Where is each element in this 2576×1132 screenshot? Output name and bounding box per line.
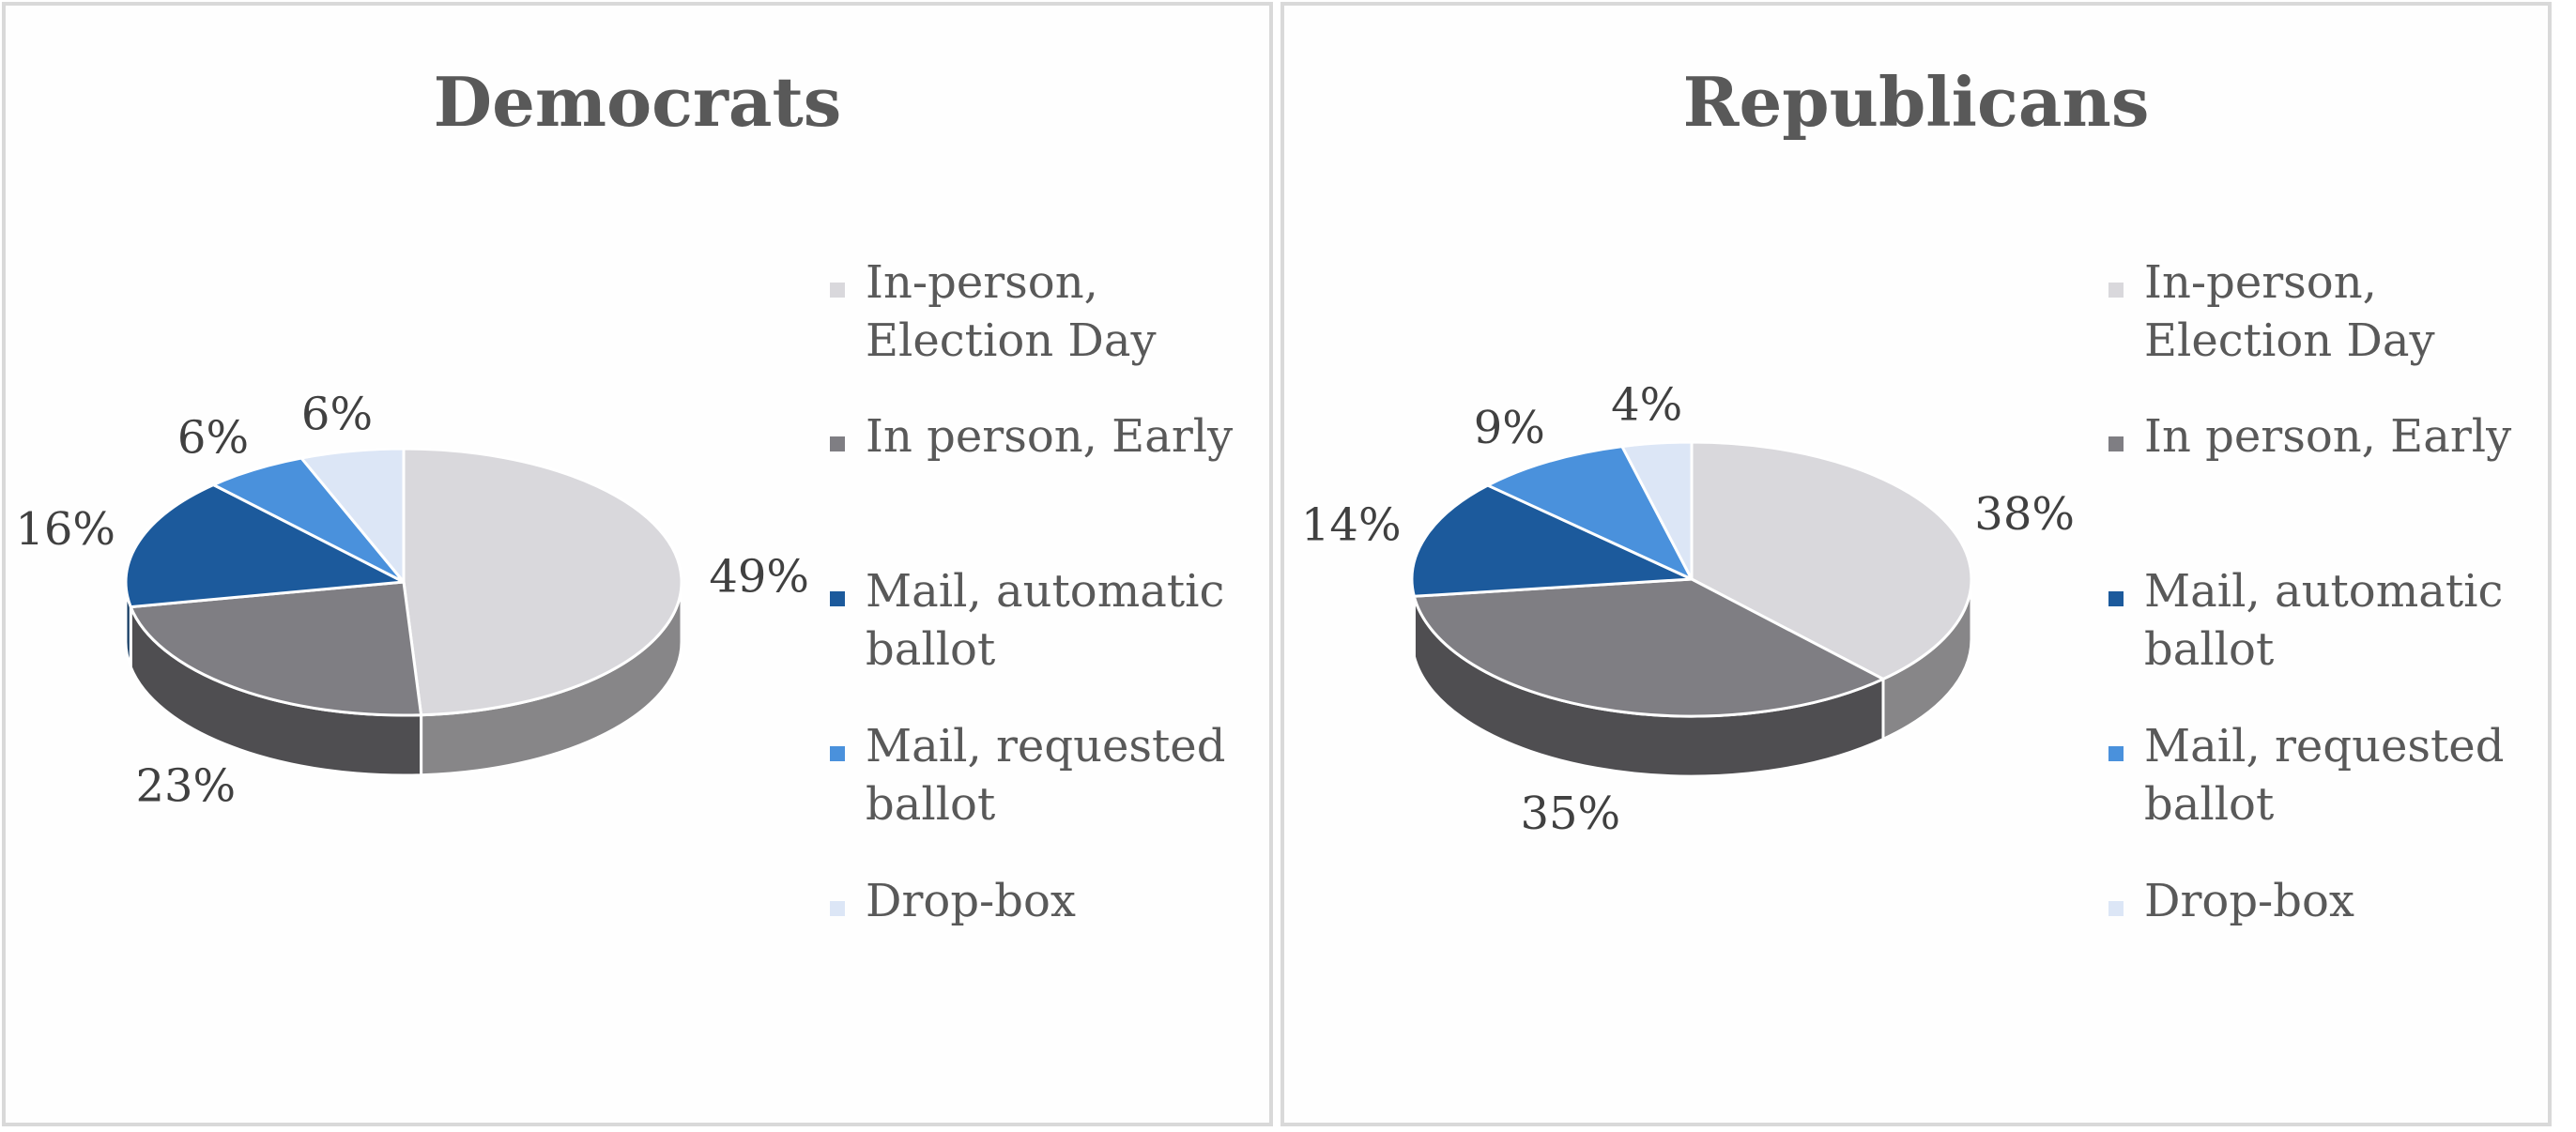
- pie-slice-in-person-election-day: [402, 447, 683, 717]
- data-label-in-person-election-day: 38%: [1974, 488, 2075, 541]
- legend-swatch: [2108, 436, 2124, 451]
- pie-slice-in-person-election-day: [1690, 440, 1973, 681]
- legend-item-mail-automatic-ballot: Mail, automatic ballot: [830, 565, 1224, 676]
- legend-label: Mail, automatic ballot: [2144, 565, 2503, 676]
- legend-swatch: [830, 901, 845, 916]
- legend-item-drop-box: Drop-box: [2108, 875, 2354, 927]
- legend-label: Mail, requested ballot: [866, 720, 1225, 831]
- legend-label: Drop-box: [866, 875, 1076, 927]
- legend-label: In person, Early: [866, 410, 1233, 463]
- pie-slices: [1410, 440, 1973, 718]
- republicans-chart-panel: Republicans 38% 35% 14% 9% 4% In-person, Electi…: [1280, 2, 2552, 1126]
- legend-label: Mail, automatic ballot: [866, 565, 1224, 676]
- legend-label: In-person, Election Day: [866, 256, 1157, 367]
- chart-title: Democrats: [434, 62, 842, 142]
- legend-swatch: [830, 591, 845, 606]
- pie-slice-mail-automatic-ballot: [1410, 483, 1694, 598]
- legend: In-person, Election Day In person, Early Ma…: [2108, 256, 2511, 927]
- legend-swatch: [830, 436, 845, 451]
- legend-swatch: [2108, 746, 2124, 761]
- legend-swatch: [2108, 591, 2124, 606]
- legend-item-in-person-early: In person, Early: [2108, 410, 2511, 463]
- legend-item-mail-automatic-ballot: Mail, automatic ballot: [2108, 565, 2503, 676]
- data-label-mail-requested-ballot: 6%: [177, 412, 249, 465]
- legend-label: In person, Early: [2144, 410, 2511, 463]
- legend-swatch: [830, 746, 845, 761]
- legend-swatch: [2108, 901, 2124, 916]
- legend-label: In-person, Election Day: [2144, 256, 2435, 367]
- legend-label: Mail, requested ballot: [2144, 720, 2504, 831]
- pie-slice-mail-automatic-ballot: [124, 482, 406, 609]
- legend-label: Drop-box: [2144, 875, 2354, 927]
- legend-item-in-person-early: In person, Early: [830, 410, 1233, 463]
- legend-swatch: [2108, 283, 2124, 298]
- legend-swatch: [830, 283, 845, 298]
- republicans-pie-chart: Republicans 38% 35% 14% 9% 4% In-person, Electi…: [1301, 62, 2511, 927]
- pie-slices: [124, 447, 683, 717]
- legend: In-person, Election Day In person, Early Ma…: [830, 256, 1233, 927]
- democrats-chart-panel: Democrats 49% 23% 16% 6% 6% In-person, Election…: [2, 2, 1273, 1126]
- data-label-drop-box: 6%: [301, 388, 373, 440]
- legend-item-mail-requested-ballot: Mail, requested ballot: [2108, 720, 2504, 831]
- data-label-in-person-election-day: 49%: [709, 550, 809, 603]
- legend-item-mail-requested-ballot: Mail, requested ballot: [830, 720, 1225, 831]
- legend-item-in-person-election-day: In-person, Election Day: [830, 256, 1157, 367]
- data-label-mail-automatic-ballot: 14%: [1301, 498, 1402, 551]
- chart-title: Republicans: [1683, 62, 2150, 142]
- legend-item-drop-box: Drop-box: [830, 875, 1076, 927]
- data-label-in-person-early: 23%: [135, 760, 236, 813]
- pie-slice-drop-box: [299, 447, 406, 584]
- data-label-in-person-early: 35%: [1520, 788, 1620, 840]
- democrats-pie-chart: Democrats 49% 23% 16% 6% 6% In-person, Election…: [15, 62, 1233, 927]
- pie-slice-in-person-early: [1412, 577, 1885, 718]
- legend-item-in-person-election-day: In-person, Election Day: [2108, 256, 2435, 367]
- pie-slice-drop-box: [1620, 440, 1694, 581]
- data-label-drop-box: 4%: [1611, 379, 1682, 432]
- data-label-mail-requested-ballot: 9%: [1474, 402, 1545, 454]
- pie-slice-mail-requested-ballot: [1486, 445, 1694, 581]
- pie-slice-in-person-early: [129, 580, 423, 717]
- data-label-mail-automatic-ballot: 16%: [15, 503, 115, 556]
